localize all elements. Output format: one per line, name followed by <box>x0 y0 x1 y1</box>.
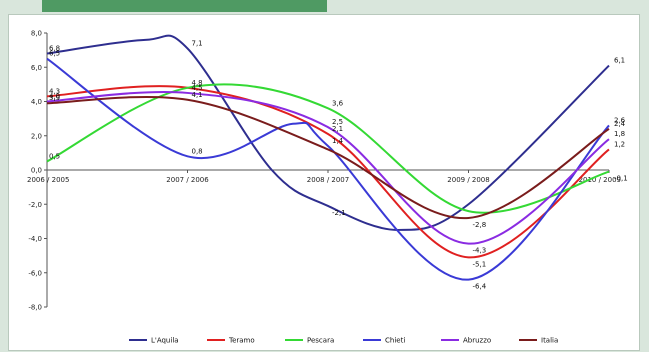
legend-label-chieti: Chieti <box>385 337 405 345</box>
series-line-pescara <box>46 83 610 214</box>
x-tick-label: 2009 / 2008 <box>447 176 489 184</box>
y-tick-label: -6,0 <box>28 269 42 277</box>
x-tick-label: 2007 / 2006 <box>166 176 209 184</box>
line-chart: -8,0 -6,0 -4,0 -2,0 0,0 2,0 4,0 6,0 8,0 2006 / 20… <box>27 30 628 345</box>
data-label-italia: 3,9 <box>49 94 60 102</box>
series-line-italia <box>46 95 610 219</box>
y-tick-label: -2,0 <box>28 201 42 209</box>
data-label-chieti: -6,4 <box>473 283 487 291</box>
data-label-italia: -2,8 <box>473 221 487 229</box>
data-label-abruzzo: 4,0 <box>49 93 60 101</box>
data-label-pescara: -0,1 <box>614 175 628 183</box>
data-label-chieti: 6,5 <box>49 50 60 58</box>
data-label-italia: 2,4 <box>614 120 626 128</box>
data-label-abruzzo: 1,8 <box>614 130 625 138</box>
y-tick-label: -4,0 <box>28 235 42 243</box>
data-label-abruzzo: 4,5 <box>192 84 203 92</box>
legend-label-l-aquila: L'Aquila <box>151 337 179 345</box>
header-band <box>42 0 327 12</box>
data-label-italia: 4,1 <box>192 91 203 99</box>
y-tick-label: 8,0 <box>31 30 42 38</box>
data-label-teramo: 4,8 <box>192 79 203 87</box>
data-label-chieti: 0,8 <box>192 147 203 155</box>
x-tick-label: 2006 / 2005 <box>27 176 69 184</box>
y-tick-label: 0,0 <box>31 167 42 175</box>
legend-label-abruzzo: Abruzzo <box>463 337 491 345</box>
data-label-pescara: 0,5 <box>49 152 60 160</box>
data-label-teramo: 1,2 <box>614 140 625 148</box>
series-line-l-aquila <box>46 34 610 231</box>
data-label-chieti: 1,4 <box>332 137 344 145</box>
legend-label-pescara: Pescara <box>307 337 334 345</box>
x-tick-label: 2008 / 2007 <box>307 176 349 184</box>
data-label-abruzzo: 2,5 <box>332 118 343 126</box>
data-label-abruzzo: -4,3 <box>473 247 487 255</box>
data-label-teramo: 2,1 <box>332 125 343 133</box>
x-tick-label: 2010 / 2009 <box>579 176 621 184</box>
data-label-chieti: 2,6 <box>614 116 626 124</box>
data-label-l-aquila: 7,1 <box>192 39 203 47</box>
data-labels: 6,8 7,1 -2,1 6,1 4,3 4,8 2,1 -5,1 1,2 0,5 3,6 -0,1 6… <box>49 39 628 290</box>
legend-label-teramo: Teramo <box>228 337 255 345</box>
y-tick-label: 4,0 <box>31 98 42 106</box>
y-tick-label: -8,0 <box>28 304 42 312</box>
data-label-l-aquila: -2,1 <box>332 209 346 217</box>
series-line-teramo <box>46 85 610 259</box>
data-label-l-aquila: 6,8 <box>49 45 60 53</box>
chart-frame: -8,0 -6,0 -4,0 -2,0 0,0 2,0 4,0 6,0 8,0 2006 / 20… <box>8 14 640 351</box>
data-label-teramo: -5,1 <box>473 260 487 268</box>
series-line-chieti <box>46 57 610 281</box>
data-label-pescara: 3,6 <box>332 99 344 107</box>
y-tick-label: 6,0 <box>31 64 42 72</box>
series-lines <box>46 34 610 281</box>
series-line-abruzzo <box>46 90 610 245</box>
y-tick-label: 2,0 <box>31 132 42 140</box>
legend: L'Aquila Teramo Pescara Chieti Abruzzo Italia <box>129 337 558 345</box>
data-label-l-aquila: 6,1 <box>614 57 625 65</box>
legend-label-italia: Italia <box>541 337 558 345</box>
data-label-teramo: 4,3 <box>49 87 60 95</box>
axes: -8,0 -6,0 -4,0 -2,0 0,0 2,0 4,0 6,0 8,0 2006 / 20… <box>27 30 621 312</box>
